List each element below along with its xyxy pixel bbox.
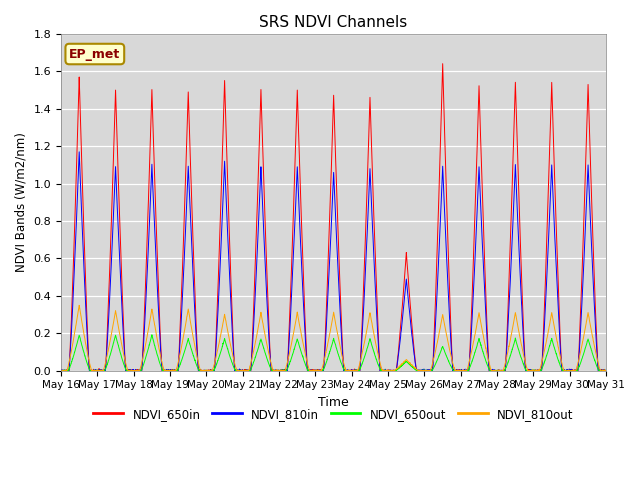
- NDVI_810out: [290, 327, 298, 333]
- NDVI_810out: [602, 368, 610, 373]
- X-axis label: Time: Time: [318, 396, 349, 409]
- NDVI_810in: [592, 325, 600, 331]
- NDVI_810in: [533, 368, 541, 373]
- NDVI_650out: [148, 332, 156, 337]
- NDVI_650in: [120, 319, 127, 325]
- NDVI_810out: [120, 351, 127, 357]
- NDVI_810in: [602, 368, 610, 373]
- NDVI_650in: [439, 61, 447, 67]
- NDVI_810out: [76, 302, 83, 308]
- NDVI_810in: [266, 356, 274, 362]
- NDVI_650in: [266, 352, 274, 358]
- NDVI_810out: [266, 358, 274, 363]
- NDVI_810in: [152, 251, 159, 256]
- NDVI_810in: [57, 368, 65, 373]
- NDVI_650out: [152, 347, 159, 352]
- NDVI_650out: [602, 368, 610, 373]
- NDVI_650out: [119, 360, 127, 365]
- Legend: NDVI_650in, NDVI_810in, NDVI_650out, NDVI_810out: NDVI_650in, NDVI_810in, NDVI_650out, NDV…: [89, 403, 579, 425]
- NDVI_650in: [533, 367, 541, 373]
- NDVI_650out: [592, 359, 600, 365]
- NDVI_650in: [152, 208, 159, 214]
- NDVI_650in: [57, 368, 65, 373]
- NDVI_650in: [58, 368, 65, 373]
- NDVI_650out: [290, 347, 298, 353]
- NDVI_650in: [290, 197, 298, 203]
- NDVI_810in: [76, 149, 83, 155]
- NDVI_810out: [592, 349, 600, 355]
- NDVI_650out: [533, 368, 541, 373]
- Line: NDVI_810in: NDVI_810in: [61, 152, 606, 371]
- NDVI_810out: [57, 368, 65, 373]
- Line: NDVI_650out: NDVI_650out: [61, 335, 606, 371]
- NDVI_650in: [592, 313, 600, 319]
- Text: EP_met: EP_met: [69, 48, 120, 60]
- Title: SRS NDVI Channels: SRS NDVI Channels: [259, 15, 408, 30]
- NDVI_650out: [266, 364, 274, 370]
- NDVI_650out: [57, 368, 65, 373]
- Y-axis label: NDVI Bands (W/m2/nm): NDVI Bands (W/m2/nm): [15, 132, 28, 272]
- Line: NDVI_650in: NDVI_650in: [61, 64, 606, 371]
- NDVI_810out: [58, 368, 65, 373]
- NDVI_810out: [152, 329, 160, 335]
- NDVI_650in: [602, 368, 610, 373]
- NDVI_810in: [290, 244, 298, 250]
- NDVI_810in: [120, 332, 127, 337]
- Line: NDVI_810out: NDVI_810out: [61, 305, 606, 371]
- NDVI_810out: [533, 368, 541, 373]
